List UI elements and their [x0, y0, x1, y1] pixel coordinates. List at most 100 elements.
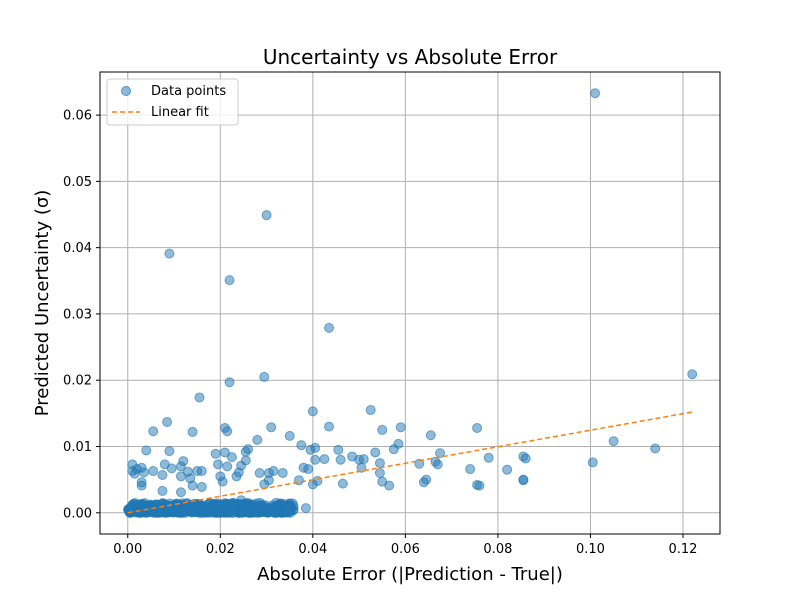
- data-point: [280, 502, 291, 513]
- data-point: [222, 426, 233, 437]
- data-point: [259, 371, 270, 382]
- y-tick-label: 0.04: [63, 241, 92, 256]
- data-point: [157, 485, 168, 496]
- data-point: [518, 475, 529, 486]
- data-point: [187, 426, 198, 437]
- data-point: [414, 458, 425, 469]
- data-point: [192, 501, 203, 512]
- data-point: [472, 422, 483, 433]
- data-point: [138, 467, 149, 478]
- data-point: [261, 210, 272, 221]
- data-point: [300, 503, 311, 514]
- data-point: [240, 455, 251, 466]
- data-point: [395, 422, 406, 433]
- y-tick-label: 0.02: [63, 374, 92, 389]
- data-point: [210, 448, 221, 459]
- data-points: [123, 88, 698, 518]
- y-tick-label: 0.05: [63, 175, 92, 190]
- data-point: [162, 416, 173, 427]
- data-point: [650, 443, 661, 454]
- data-point: [233, 467, 244, 478]
- data-point: [176, 507, 187, 518]
- data-point: [129, 468, 140, 479]
- data-point: [587, 457, 598, 468]
- data-point: [240, 446, 251, 457]
- data-point: [136, 477, 147, 488]
- data-point: [374, 468, 385, 479]
- data-point: [148, 426, 159, 437]
- data-point: [226, 452, 237, 463]
- data-point: [196, 466, 207, 477]
- x-tick-label: 0.06: [391, 542, 420, 557]
- legend-label-fit: Linear fit: [151, 105, 209, 120]
- data-point: [388, 444, 399, 455]
- data-point: [256, 506, 267, 517]
- y-tick-label: 0.00: [63, 506, 92, 521]
- x-tick-label: 0.12: [669, 542, 698, 557]
- data-point: [284, 430, 295, 441]
- chart-title: Uncertainty vs Absolute Error: [263, 45, 558, 69]
- data-point: [324, 322, 335, 333]
- data-point: [324, 421, 335, 432]
- data-point: [319, 454, 330, 465]
- data-point: [196, 481, 207, 492]
- data-point: [141, 445, 152, 456]
- data-point: [252, 434, 263, 445]
- data-point: [277, 468, 288, 479]
- data-point: [358, 454, 369, 465]
- data-point: [175, 471, 186, 482]
- data-point: [687, 369, 698, 380]
- data-point: [224, 275, 235, 286]
- x-tick-label: 0.00: [113, 542, 142, 557]
- data-point: [126, 503, 137, 514]
- data-point: [167, 505, 177, 516]
- data-point: [269, 507, 280, 518]
- data-point: [307, 406, 318, 417]
- data-point: [236, 495, 247, 506]
- data-point: [305, 444, 316, 455]
- data-point: [384, 480, 395, 491]
- data-point: [266, 422, 277, 433]
- data-point: [224, 377, 235, 388]
- x-tick-label: 0.10: [576, 542, 605, 557]
- data-point: [222, 461, 233, 472]
- data-point: [374, 458, 385, 469]
- data-point: [175, 487, 186, 498]
- data-point: [502, 464, 513, 475]
- data-point: [303, 464, 314, 475]
- data-point: [208, 506, 219, 517]
- data-point: [333, 444, 344, 455]
- y-tick-label: 0.01: [63, 440, 92, 455]
- data-point: [268, 466, 279, 477]
- data-point: [310, 454, 321, 465]
- x-tick-label: 0.08: [483, 542, 512, 557]
- data-point: [337, 478, 348, 489]
- data-point: [377, 424, 388, 435]
- data-point: [418, 477, 429, 488]
- y-axis-ticks: 0.00 0.01 0.02 0.03 0.04 0.05 0.06: [63, 109, 100, 521]
- plot-frame: [99, 71, 721, 535]
- data-point: [365, 405, 376, 416]
- data-point: [483, 452, 494, 463]
- data-point: [465, 464, 476, 475]
- data-point: [608, 436, 619, 447]
- data-point: [194, 392, 205, 403]
- x-tick-label: 0.02: [206, 542, 235, 557]
- data-point: [335, 454, 346, 465]
- data-point: [157, 470, 168, 481]
- data-point: [166, 463, 177, 474]
- data-point: [135, 499, 146, 510]
- data-point: [259, 479, 270, 490]
- y-axis-label: Predicted Uncertainty (σ): [32, 190, 53, 417]
- data-point: [178, 456, 189, 467]
- x-axis-label: Absolute Error (|Prediction - True|): [257, 564, 563, 585]
- data-point: [164, 248, 175, 259]
- legend: Data points Linear fit: [106, 78, 239, 126]
- data-point: [187, 480, 198, 491]
- y-tick-label: 0.03: [63, 307, 92, 322]
- legend-box: [106, 78, 239, 126]
- plot-area: [100, 72, 720, 534]
- data-point: [432, 459, 443, 470]
- data-point: [520, 453, 531, 464]
